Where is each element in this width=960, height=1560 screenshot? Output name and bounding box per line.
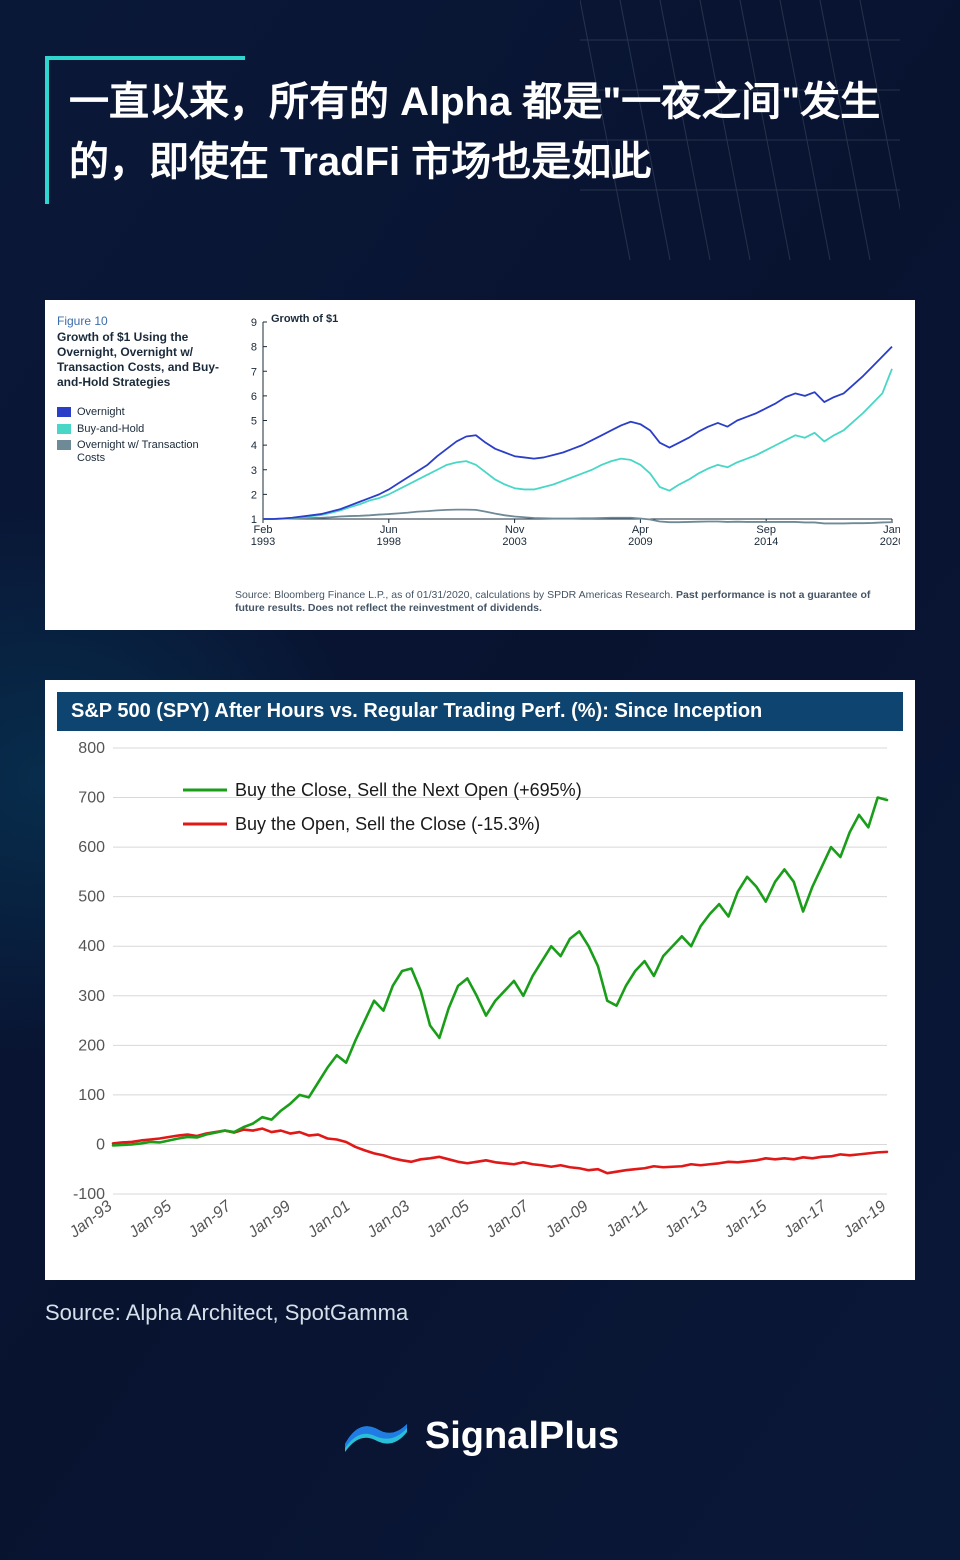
svg-text:2003: 2003 — [502, 536, 526, 548]
svg-text:Jan-05: Jan-05 — [423, 1198, 473, 1242]
svg-text:Jan-97: Jan-97 — [185, 1197, 236, 1242]
svg-text:Jan-07: Jan-07 — [482, 1197, 533, 1242]
svg-text:6: 6 — [251, 391, 257, 403]
source-attribution: Source: Alpha Architect, SpotGamma — [45, 1300, 408, 1326]
brand-logo: SignalPlus — [0, 1410, 960, 1462]
svg-text:Jan-09: Jan-09 — [542, 1198, 592, 1242]
legend-swatch — [57, 407, 71, 417]
svg-text:300: 300 — [78, 988, 105, 1005]
svg-text:2009: 2009 — [628, 536, 652, 548]
svg-text:Jan-11: Jan-11 — [602, 1198, 651, 1241]
legend-item: Overnight w/ Transaction Costs — [57, 439, 225, 464]
svg-text:2014: 2014 — [754, 536, 778, 548]
chart-2-title-bar: S&P 500 (SPY) After Hours vs. Regular Tr… — [57, 692, 903, 731]
svg-text:Feb: Feb — [254, 524, 273, 536]
svg-text:200: 200 — [78, 1037, 105, 1054]
svg-text:500: 500 — [78, 889, 105, 906]
chart-1-figure-label: Figure 10 — [57, 314, 225, 328]
legend-item: Overnight — [57, 406, 225, 419]
svg-text:400: 400 — [78, 938, 105, 955]
svg-text:1993: 1993 — [251, 536, 275, 548]
svg-text:Jan-17: Jan-17 — [780, 1197, 831, 1242]
svg-text:7: 7 — [251, 366, 257, 378]
svg-text:700: 700 — [78, 790, 105, 807]
svg-text:9: 9 — [251, 317, 257, 329]
svg-text:Growth of $1: Growth of $1 — [271, 313, 338, 325]
svg-text:Jan-19: Jan-19 — [840, 1198, 890, 1242]
svg-text:Jan-93: Jan-93 — [66, 1198, 116, 1242]
svg-text:1998: 1998 — [377, 536, 401, 548]
svg-text:5: 5 — [251, 416, 257, 428]
svg-text:Nov: Nov — [505, 524, 525, 536]
chart-1-legend: Overnight Buy-and-Hold Overnight w/ Tran… — [57, 406, 225, 465]
svg-text:Apr: Apr — [632, 524, 649, 536]
chart-1-caption: Growth of $1 Using the Overnight, Overni… — [57, 330, 225, 390]
svg-text:Jan-01: Jan-01 — [304, 1198, 354, 1242]
svg-text:Buy the Close, Sell the Next O: Buy the Close, Sell the Next Open (+695%… — [235, 780, 582, 800]
legend-label: Overnight — [77, 406, 125, 419]
svg-text:Jun: Jun — [380, 524, 398, 536]
legend-swatch — [57, 424, 71, 434]
page-title-block: 一直以来，所有的 Alpha 都是"一夜之间"发生的，即使在 TradFi 市场… — [45, 60, 915, 204]
chart-1-footer: Source: Bloomberg Finance L.P., as of 01… — [235, 589, 900, 616]
chart-1-panel: Figure 10 Growth of $1 Using the Overnig… — [45, 300, 915, 630]
svg-text:8: 8 — [251, 342, 257, 354]
svg-text:600: 600 — [78, 839, 105, 856]
svg-text:Jan-03: Jan-03 — [363, 1198, 413, 1242]
page-title: 一直以来，所有的 Alpha 都是"一夜之间"发生的，即使在 TradFi 市场… — [69, 72, 915, 192]
svg-text:100: 100 — [78, 1087, 105, 1104]
chart-1-plot: 123456789Growth of $1Feb1993Jun1998Nov20… — [235, 310, 900, 555]
svg-text:800: 800 — [78, 740, 105, 757]
svg-text:Jan-13: Jan-13 — [661, 1198, 711, 1242]
svg-text:Jan: Jan — [883, 524, 900, 536]
logo-icon — [341, 1410, 411, 1462]
svg-text:Jan-99: Jan-99 — [244, 1198, 294, 1242]
chart-1-footer-text: Source: Bloomberg Finance L.P., as of 01… — [235, 589, 870, 615]
legend-item: Buy-and-Hold — [57, 423, 225, 436]
svg-text:4: 4 — [251, 440, 257, 452]
chart-2-plot: -1000100200300400500600700800Jan-93Jan-9… — [59, 738, 901, 1266]
svg-text:2: 2 — [251, 489, 257, 501]
svg-text:Buy the Open, Sell the Close (: Buy the Open, Sell the Close (-15.3%) — [235, 814, 540, 834]
legend-label: Overnight w/ Transaction Costs — [77, 439, 225, 464]
svg-text:0: 0 — [96, 1136, 105, 1153]
legend-label: Buy-and-Hold — [77, 423, 144, 436]
svg-text:Jan-95: Jan-95 — [125, 1198, 175, 1242]
svg-text:Sep: Sep — [756, 524, 776, 536]
logo-text: SignalPlus — [425, 1415, 619, 1458]
chart-2-panel: S&P 500 (SPY) After Hours vs. Regular Tr… — [45, 680, 915, 1280]
legend-swatch — [57, 440, 71, 450]
svg-text:Jan-15: Jan-15 — [721, 1198, 771, 1242]
svg-text:3: 3 — [251, 465, 257, 477]
svg-text:2020: 2020 — [880, 536, 900, 548]
chart-1-caption-block: Figure 10 Growth of $1 Using the Overnig… — [57, 314, 225, 469]
